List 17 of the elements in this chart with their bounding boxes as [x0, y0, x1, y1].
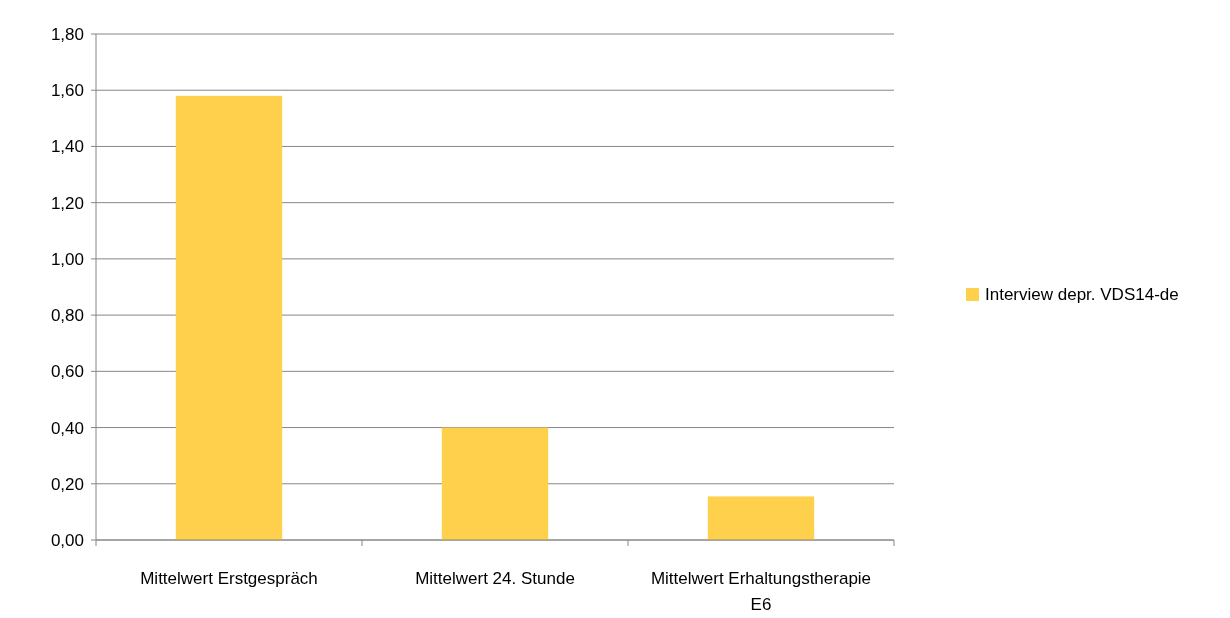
y-tick-label: 0,40	[50, 418, 84, 438]
y-tick-label: 1,00	[50, 249, 84, 269]
y-tick-label: 0,20	[50, 474, 84, 494]
x-tick-label: Mittelwert Erhaltungstherapie E6	[650, 569, 872, 614]
y-tick-label: 1,20	[50, 193, 84, 213]
y-tick-label: 1,40	[50, 137, 84, 157]
x-tick-label: Mittelwert 24. Stunde	[415, 569, 575, 588]
y-tick-label: 0,00	[50, 530, 84, 550]
y-tick-label: 0,60	[50, 362, 84, 382]
y-tick-label: 1,60	[50, 81, 84, 101]
y-tick-label: 1,80	[50, 24, 84, 44]
legend-label: Interview depr. VDS14-de	[985, 284, 1179, 304]
bar	[707, 496, 815, 540]
bar	[441, 427, 549, 540]
x-tick-label: Mittelwert Erstgespräch	[140, 569, 318, 588]
bar	[175, 95, 283, 540]
y-tick-label: 0,80	[50, 306, 84, 326]
